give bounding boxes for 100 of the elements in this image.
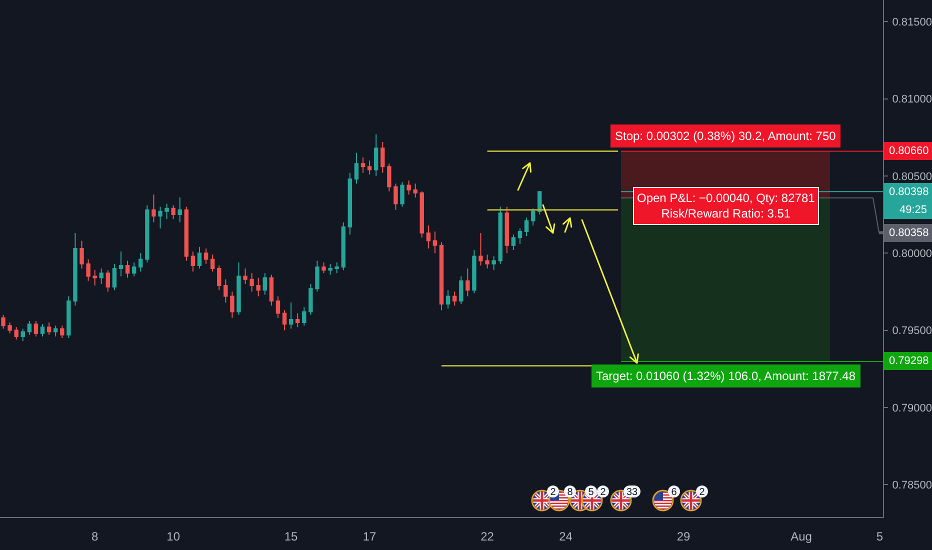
candlestick: [66, 296, 71, 338]
candlestick: [46, 322, 52, 336]
annotation: 33: [626, 487, 638, 498]
annotation: Open P&L: −0.00040, Qty: 82781 Risk/Reward Ratio: 3.51: [637, 191, 816, 221]
candlestick: [106, 270, 110, 292]
candlestick: [354, 152, 359, 184]
candlestick: [439, 242, 444, 311]
candlestick: [530, 208, 536, 226]
candlestick: [466, 268, 470, 297]
candlestick: [34, 320, 38, 337]
y-tick-label: 0.81500: [892, 16, 932, 28]
ref-line-label: 0.79298: [889, 354, 929, 370]
candlestick: [420, 190, 424, 238]
candlestick: [472, 250, 476, 294]
candlestick: [99, 268, 104, 284]
annotation: 2: [550, 487, 556, 498]
candlestick: [210, 254, 215, 272]
ref-line-label: 0.80358: [889, 226, 929, 241]
candlestick: [360, 156, 366, 174]
candlestick: [145, 204, 150, 263]
candlestick: [446, 290, 450, 310]
x-tick-label: 29: [676, 529, 691, 544]
candlestick: [230, 291, 234, 318]
candlestick: [132, 262, 136, 277]
candlestick: [197, 246, 202, 270]
candlestick: [498, 206, 502, 264]
candlestick: [288, 302, 294, 330]
candlestick: [432, 230, 438, 254]
candlestick: [8, 322, 12, 334]
candlestick: [334, 262, 339, 274]
candlestick: [80, 240, 84, 270]
y-tick-label: 0.78500: [892, 479, 932, 492]
candlestick: [518, 228, 522, 244]
candlestick: [524, 217, 529, 237]
candlestick: [184, 206, 189, 262]
candlestick: [282, 310, 287, 331]
candlestick: [341, 222, 346, 271]
candlestick: [190, 251, 196, 272]
candlestick: [112, 263, 117, 291]
candlestick: [492, 256, 496, 271]
candlestick: [60, 325, 64, 338]
annotation: 2: [600, 487, 606, 498]
band-label: Target: 0.01060 (1.32%) 106.0, Amount: 1877.48: [596, 369, 856, 383]
candlestick: [164, 203, 169, 220]
x-tick-label: 15: [284, 529, 298, 544]
candlestick: [315, 260, 320, 292]
candlestick: [204, 248, 208, 264]
y-tick-label: 0.80500: [892, 170, 932, 183]
candlestick: [14, 326, 18, 340]
candlestick: [40, 324, 45, 337]
x-tick-label: Aug: [790, 529, 812, 544]
candlestick: [73, 232, 78, 306]
candlestick: [178, 197, 182, 223]
candlestick: [92, 270, 97, 286]
y-tick-label: 0.79500: [892, 325, 932, 338]
candlestick: [27, 320, 32, 336]
candlestick: [406, 180, 411, 195]
x-tick-label: 8: [91, 529, 98, 544]
candlestick: [328, 263, 332, 276]
candlestick: [171, 204, 176, 220]
candlestick: [308, 283, 313, 316]
candlestick: [262, 272, 267, 296]
candlestick: [152, 194, 156, 223]
candlestick: [158, 206, 162, 229]
candlestick: [380, 141, 385, 174]
x-tick-label: 5: [876, 529, 884, 544]
candlestick: [250, 272, 254, 292]
candlestick: [387, 163, 392, 192]
candlestick: [374, 134, 378, 176]
y-tick-label: 0.81000: [892, 94, 932, 106]
y-tick-label: 0.79000: [892, 402, 932, 414]
candlestick: [217, 264, 222, 291]
candlestick: [426, 224, 431, 249]
candlestick: [452, 291, 457, 306]
candlestick: [322, 262, 326, 274]
ref-line-label: 0.80660: [889, 144, 929, 160]
x-tick-label: 10: [166, 529, 180, 544]
candlestick: [236, 262, 241, 316]
band-label: Stop: 0.00302 (0.38%) 30.2, Amount: 750: [615, 129, 836, 143]
x-tick-label: 22: [480, 529, 494, 544]
candlestick: [504, 206, 510, 254]
candlestick: [485, 254, 490, 270]
candlestick: [302, 306, 306, 326]
ref-line-label: 0.80398 49:25: [889, 184, 929, 218]
candlestick: [256, 277, 260, 297]
candlestick: [118, 251, 124, 277]
candlestick: [413, 183, 418, 198]
candlestick: [53, 325, 58, 337]
candlestick: [20, 328, 25, 342]
candlestick: [1, 314, 6, 330]
candlestick: [511, 234, 516, 251]
candlestick: [478, 232, 483, 266]
candlestick: [276, 296, 280, 318]
candlestick: [459, 276, 464, 305]
candlestick: [538, 191, 542, 216]
candlestick: [125, 260, 130, 278]
candlestick: [138, 252, 143, 272]
candlestick: [86, 258, 90, 282]
candlestick: [367, 160, 372, 175]
x-tick-label: 17: [362, 529, 377, 544]
